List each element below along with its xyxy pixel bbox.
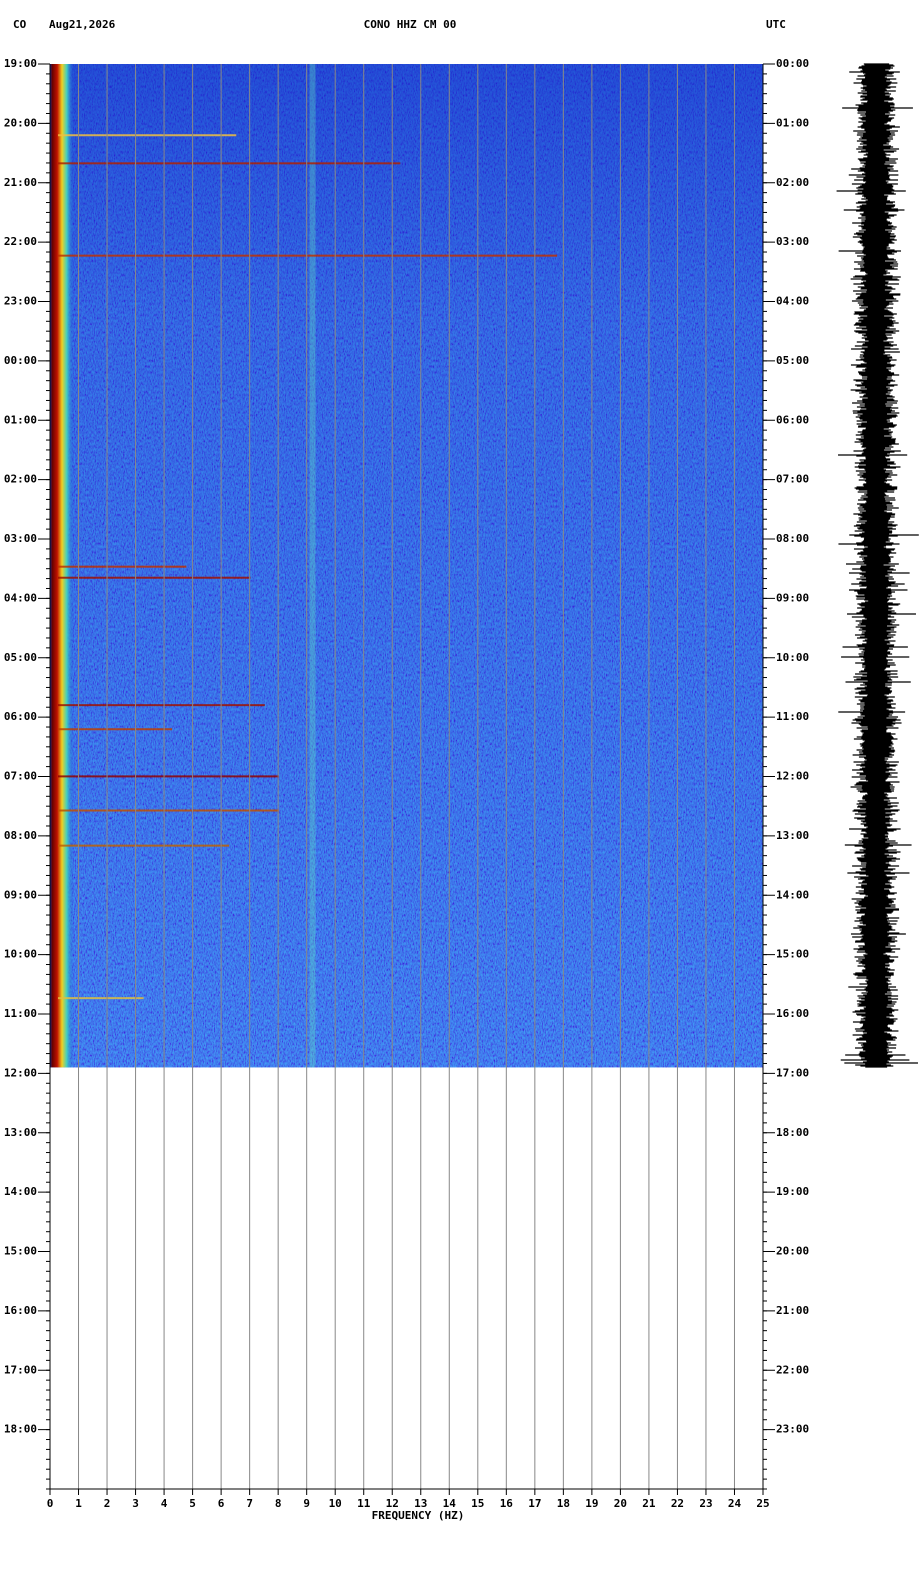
- y2-tick-label: 04:00: [776, 295, 809, 308]
- x-tick-label: 4: [161, 1497, 168, 1510]
- x-tick-label: 12: [386, 1497, 399, 1510]
- x-tick-label: 23: [699, 1497, 712, 1510]
- x-tick-label: 17: [528, 1497, 541, 1510]
- x-tick-label: 6: [218, 1497, 225, 1510]
- y-tick-label: 02:00: [4, 473, 37, 486]
- seismogram: [836, 63, 919, 1068]
- y2-tick-label: 00:00: [776, 57, 809, 70]
- y-tick-label: 23:00: [4, 295, 37, 308]
- y-tick-label: 01:00: [4, 413, 37, 426]
- y2-tick-label: 08:00: [776, 532, 809, 545]
- y-tick-label: 12:00: [4, 1066, 37, 1079]
- y2-tick-label: 03:00: [776, 235, 809, 248]
- x-tick-label: 18: [557, 1497, 570, 1510]
- event-streak: [58, 162, 401, 165]
- x-tick-label: 20: [614, 1497, 627, 1510]
- timezone: UTC: [766, 18, 786, 31]
- event-streak: [58, 565, 187, 568]
- y2-tick-label: 14:00: [776, 888, 809, 901]
- x-tick-label: 9: [303, 1497, 310, 1510]
- x-tick-label: 5: [189, 1497, 196, 1510]
- y2-tick-label: 22:00: [776, 1363, 809, 1376]
- y2-tick-label: 21:00: [776, 1304, 809, 1317]
- network: CO: [13, 18, 27, 31]
- x-tick-label: 14: [443, 1497, 457, 1510]
- y-tick-label: 20:00: [4, 116, 37, 129]
- y-tick-label: 21:00: [4, 176, 37, 189]
- x-tick-label: 21: [642, 1497, 656, 1510]
- y2-tick-label: 13:00: [776, 829, 809, 842]
- x-tick-label: 7: [246, 1497, 253, 1510]
- y2-tick-label: 16:00: [776, 1007, 809, 1020]
- y-tick-label: 07:00: [4, 770, 37, 783]
- x-tick-label: 24: [728, 1497, 742, 1510]
- chart-title: CONO HHZ CM 00: [364, 18, 457, 31]
- y-tick-label: 09:00: [4, 888, 37, 901]
- event-streak: [58, 728, 173, 731]
- x-tick-label: 11: [357, 1497, 371, 1510]
- y2-tick-label: 15:00: [776, 948, 809, 961]
- y2-tick-label: 06:00: [776, 413, 809, 426]
- y2-tick-label: 09:00: [776, 591, 809, 604]
- event-streak: [58, 254, 558, 257]
- y2-tick-label: 20:00: [776, 1245, 809, 1258]
- y-tick-label: 11:00: [4, 1007, 37, 1020]
- x-tick-label: 3: [132, 1497, 139, 1510]
- y-tick-label: 06:00: [4, 710, 37, 723]
- x-tick-label: 13: [414, 1497, 427, 1510]
- y2-tick-label: 05:00: [776, 354, 809, 367]
- y-tick-label: 13:00: [4, 1126, 37, 1139]
- seismogram-trace: [836, 63, 919, 1068]
- y2-tick-label: 07:00: [776, 473, 809, 486]
- x-tick-label: 0: [47, 1497, 54, 1510]
- event-streak: [58, 997, 144, 1000]
- y2-tick-label: 01:00: [776, 116, 809, 129]
- y2-tick-label: 23:00: [776, 1423, 809, 1436]
- x-axis-label: FREQUENCY (HZ): [372, 1509, 465, 1522]
- y2-tick-label: 10:00: [776, 651, 809, 664]
- y-tick-label: 14:00: [4, 1185, 37, 1198]
- y2-tick-label: 11:00: [776, 710, 809, 723]
- y-tick-label: 16:00: [4, 1304, 37, 1317]
- event-streak: [58, 844, 230, 847]
- y-tick-label: 05:00: [4, 651, 37, 664]
- x-tick-label: 22: [671, 1497, 684, 1510]
- y-tick-label: 10:00: [4, 948, 37, 961]
- y-tick-label: 18:00: [4, 1423, 37, 1436]
- spectrogram-image: [50, 64, 763, 1068]
- event-streak: [58, 775, 280, 778]
- y-tick-label: 19:00: [4, 57, 37, 70]
- y2-tick-label: 12:00: [776, 770, 809, 783]
- y2-tick-label: 18:00: [776, 1126, 809, 1139]
- y-tick-label: 04:00: [4, 591, 37, 604]
- x-tick-label: 16: [500, 1497, 514, 1510]
- y-tick-label: 15:00: [4, 1245, 37, 1258]
- y-tick-label: 03:00: [4, 532, 37, 545]
- event-streak: [58, 704, 265, 707]
- x-tick-label: 15: [471, 1497, 484, 1510]
- x-tick-label: 10: [329, 1497, 342, 1510]
- x-tick-label: 8: [275, 1497, 282, 1510]
- x-tick-label: 1: [75, 1497, 82, 1510]
- axes: 0 1 2 3 4 5 6 7 8 9 10 11 12 13 14 15 16 17 18 19 20 21 22 23 24…: [4, 57, 809, 1510]
- y-tick-label: 08:00: [4, 829, 37, 842]
- date: Aug21,2026: [49, 18, 116, 31]
- y2-tick-label: 17:00: [776, 1066, 809, 1079]
- y2-tick-label: 02:00: [776, 176, 809, 189]
- event-streak: [58, 576, 251, 579]
- y-tick-label: 00:00: [4, 354, 37, 367]
- x-tick-label: 19: [585, 1497, 598, 1510]
- event-streak: [58, 809, 280, 812]
- x-tick-label: 2: [104, 1497, 111, 1510]
- frequency-band: [309, 64, 316, 1068]
- y-tick-label: 22:00: [4, 235, 37, 248]
- y2-tick-label: 19:00: [776, 1185, 809, 1198]
- y-tick-label: 17:00: [4, 1363, 37, 1376]
- event-streak: [58, 134, 237, 137]
- x-tick-label: 25: [756, 1497, 769, 1510]
